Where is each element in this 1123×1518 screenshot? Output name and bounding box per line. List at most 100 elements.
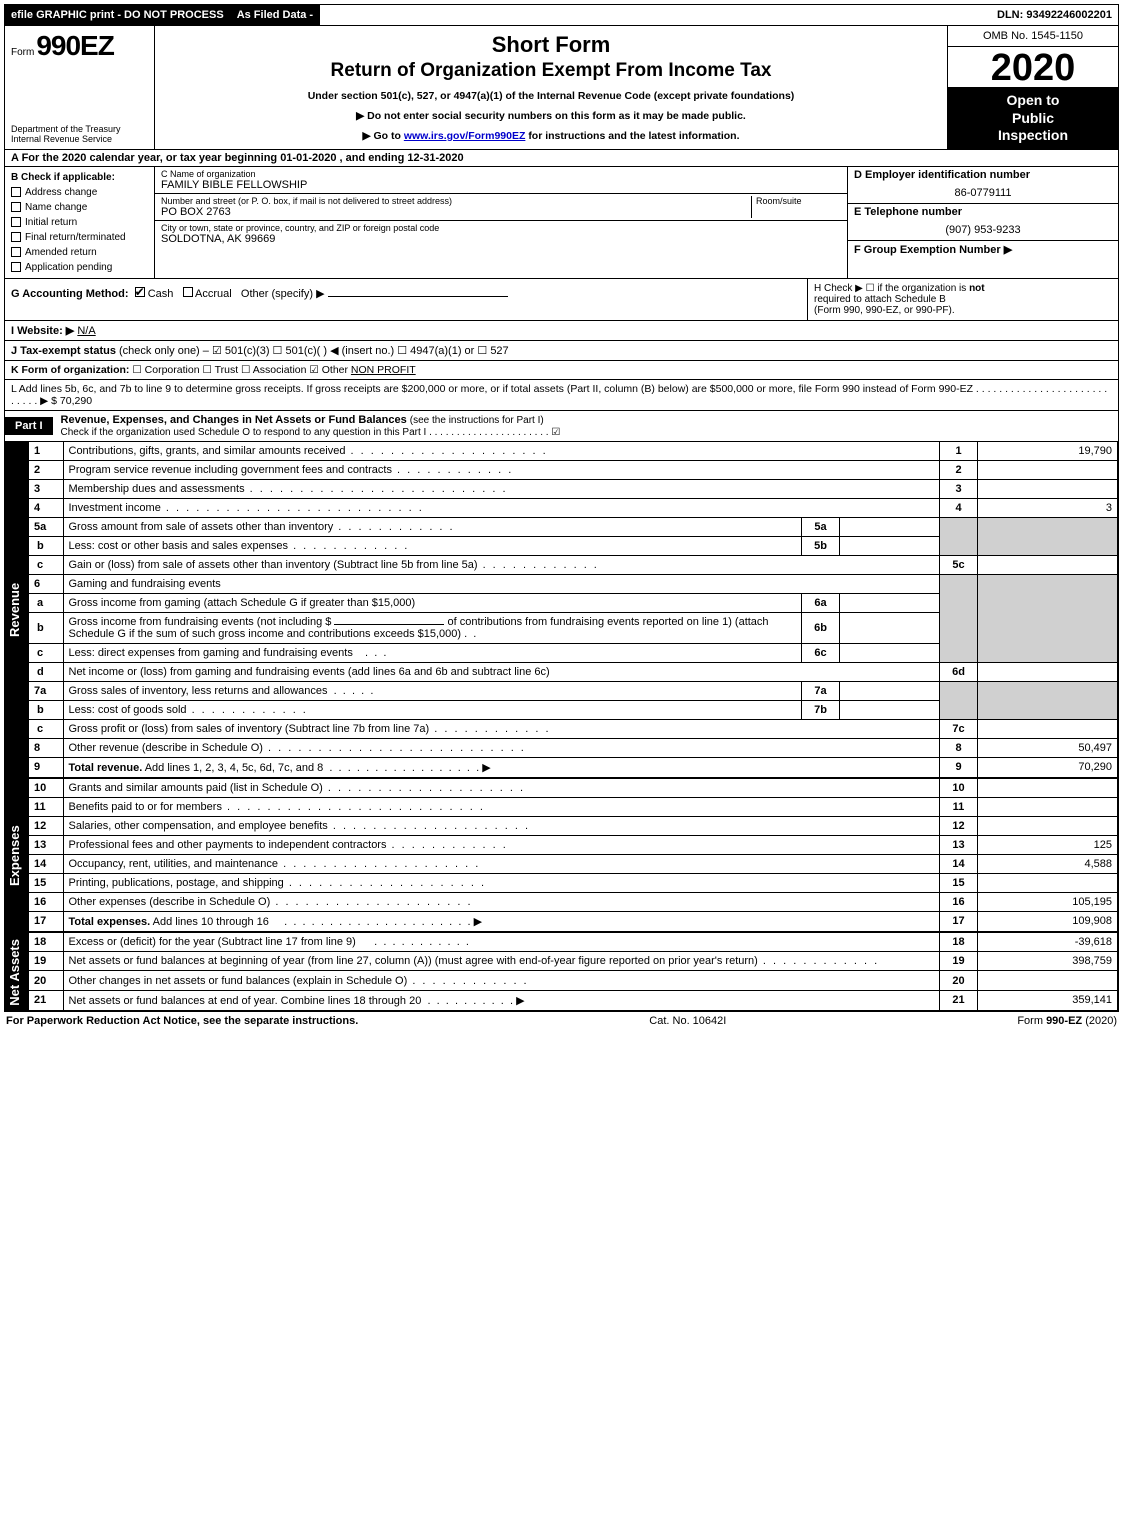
val-4: 3 xyxy=(978,498,1118,517)
side-netassets: Net Assets xyxy=(5,933,29,1012)
c-addr-label: Number and street (or P. O. box, if mail… xyxy=(161,196,751,206)
col-b-checkboxes: B Check if applicable: Address change Na… xyxy=(5,167,155,278)
inval-5a xyxy=(840,517,940,536)
d-ein-cell: D Employer identification number 86-0779… xyxy=(848,167,1118,204)
row-gh: G Accounting Method: Cash Accrual Other … xyxy=(4,279,1119,321)
top-bar: efile GRAPHIC print - DO NOT PROCESS As … xyxy=(4,4,1119,26)
line-9: 9 Total revenue. Add lines 1, 2, 3, 4, 5… xyxy=(29,757,1118,777)
val-7c xyxy=(978,719,1118,738)
val-18: -39,618 xyxy=(978,933,1118,952)
irs-link[interactable]: www.irs.gov/Form990EZ xyxy=(404,130,526,142)
org-city: SOLDOTNA, AK 99669 xyxy=(161,233,841,245)
ck-label-0: Address change xyxy=(25,185,97,200)
e-phone-cell: E Telephone number (907) 953-9233 xyxy=(848,204,1118,241)
line-15: 15 Printing, publications, postage, and … xyxy=(29,873,1118,892)
line-7c: c Gross profit or (loss) from sales of i… xyxy=(29,719,1118,738)
omb-number: OMB No. 1545-1150 xyxy=(948,26,1118,47)
l-text: L Add lines 5b, 6c, and 7b to line 9 to … xyxy=(11,383,1107,407)
treasury-dept: Department of the Treasury Internal Reve… xyxy=(11,124,148,145)
ck-cash[interactable] xyxy=(135,287,145,297)
inval-6b xyxy=(840,612,940,643)
val-16: 105,195 xyxy=(978,892,1118,911)
desc-4: Investment income xyxy=(69,502,424,514)
form-number: Form 990EZ xyxy=(11,30,148,62)
ck-final-return[interactable]: Final return/terminated xyxy=(11,230,148,245)
desc-15: Printing, publications, postage, and shi… xyxy=(69,877,487,889)
line-5a: 5a Gross amount from sale of assets othe… xyxy=(29,517,1118,536)
h-text1: H Check ▶ ☐ if the organization is xyxy=(814,283,969,294)
col-c-name-address: C Name of organization FAMILY BIBLE FELL… xyxy=(155,167,848,278)
footer-right: Form 990-EZ (2020) xyxy=(1017,1015,1117,1027)
desc-6c: Less: direct expenses from gaming and fu… xyxy=(69,647,353,659)
room-suite-label: Room/suite xyxy=(756,196,841,206)
desc-19: Net assets or fund balances at beginning… xyxy=(69,955,880,967)
ck-amended-return[interactable]: Amended return xyxy=(11,245,148,260)
ck-application-pending[interactable]: Application pending xyxy=(11,260,148,275)
g-accounting: G Accounting Method: Cash Accrual Other … xyxy=(5,279,808,320)
desc-11: Benefits paid to or for members xyxy=(69,801,485,813)
val-2 xyxy=(978,460,1118,479)
ck-label-5: Application pending xyxy=(25,260,112,275)
header-right: OMB No. 1545-1150 2020 Open to Public In… xyxy=(948,26,1118,149)
j-rest: (check only one) – ☑ 501(c)(3) ☐ 501(c)(… xyxy=(119,345,509,357)
val-6d xyxy=(978,662,1118,681)
val-12 xyxy=(978,816,1118,835)
footer-right-pre: Form xyxy=(1017,1015,1046,1027)
side-revenue: Revenue xyxy=(5,442,29,778)
ck-initial-return[interactable]: Initial return xyxy=(11,215,148,230)
desc-18: Excess or (deficit) for the year (Subtra… xyxy=(69,936,356,948)
line-14: 14 Occupancy, rent, utilities, and maint… xyxy=(29,854,1118,873)
org-address: PO BOX 2763 xyxy=(161,206,751,218)
k-label: K Form of organization: xyxy=(11,364,129,376)
ck-name-change[interactable]: Name change xyxy=(11,200,148,215)
e-label: E Telephone number xyxy=(854,206,1112,218)
desc-6d: Net income or (loss) from gaming and fun… xyxy=(69,666,550,678)
open-line1: Open to xyxy=(950,92,1116,110)
f-group-cell: F Group Exemption Number ▶ xyxy=(848,241,1118,277)
val-15 xyxy=(978,873,1118,892)
ck-address-change[interactable]: Address change xyxy=(11,185,148,200)
revenue-section: Revenue 1 Contributions, gifts, grants, … xyxy=(4,442,1119,779)
c-name-label: C Name of organization xyxy=(161,169,841,179)
form-990ez: 990EZ xyxy=(36,30,114,62)
line-21: 21 Net assets or fund balances at end of… xyxy=(29,990,1118,1010)
footer-right-post: (2020) xyxy=(1085,1015,1117,1027)
ck-accrual[interactable] xyxy=(183,287,193,297)
k-rest: ☐ Corporation ☐ Trust ☐ Association ☑ Ot… xyxy=(132,364,351,376)
line-2: 2 Program service revenue including gove… xyxy=(29,460,1118,479)
val-14: 4,588 xyxy=(978,854,1118,873)
topbar-spacer xyxy=(320,5,991,25)
line-16: 16 Other expenses (describe in Schedule … xyxy=(29,892,1118,911)
under-section: Under section 501(c), 527, or 4947(a)(1)… xyxy=(165,90,937,102)
line-6d: d Net income or (loss) from gaming and f… xyxy=(29,662,1118,681)
ck-label-2: Initial return xyxy=(25,215,77,230)
desc-5a: Gross amount from sale of assets other t… xyxy=(69,521,455,533)
line-11: 11 Benefits paid to or for members 11 xyxy=(29,797,1118,816)
row-i-website: I Website: ▶ N/A xyxy=(4,321,1119,341)
ein-value: 86-0779111 xyxy=(854,187,1112,199)
desc-20: Other changes in net assets or fund bala… xyxy=(69,975,529,987)
g-cash: Cash xyxy=(148,288,174,300)
line-12: 12 Salaries, other compensation, and emp… xyxy=(29,816,1118,835)
desc-7c: Gross profit or (loss) from sales of inv… xyxy=(69,723,551,735)
val-21: 359,141 xyxy=(978,990,1118,1010)
h-not: not xyxy=(969,283,985,294)
desc-21: Net assets or fund balances at end of ye… xyxy=(69,995,422,1007)
org-name: FAMILY BIBLE FELLOWSHIP xyxy=(161,179,841,191)
netassets-table: 18 Excess or (deficit) for the year (Sub… xyxy=(29,933,1118,1012)
goto-pre: ▶ Go to xyxy=(363,130,404,142)
inval-6a xyxy=(840,593,940,612)
inval-5b xyxy=(840,536,940,555)
val-11 xyxy=(978,797,1118,816)
desc-16: Other expenses (describe in Schedule O) xyxy=(69,896,473,908)
desc-6b-1: Gross income from fundraising events (no… xyxy=(69,616,332,628)
h-text3: (Form 990, 990-EZ, or 990-PF). xyxy=(814,305,955,316)
website-value: N/A xyxy=(77,325,95,337)
expenses-table: 10 Grants and similar amounts paid (list… xyxy=(29,779,1118,932)
val-8: 50,497 xyxy=(978,738,1118,757)
line-3: 3 Membership dues and assessments 3 xyxy=(29,479,1118,498)
inval-7b xyxy=(840,700,940,719)
i-label: I Website: ▶ xyxy=(11,325,74,337)
desc-1: Contributions, gifts, grants, and simila… xyxy=(69,445,548,457)
desc-13: Professional fees and other payments to … xyxy=(69,839,508,851)
